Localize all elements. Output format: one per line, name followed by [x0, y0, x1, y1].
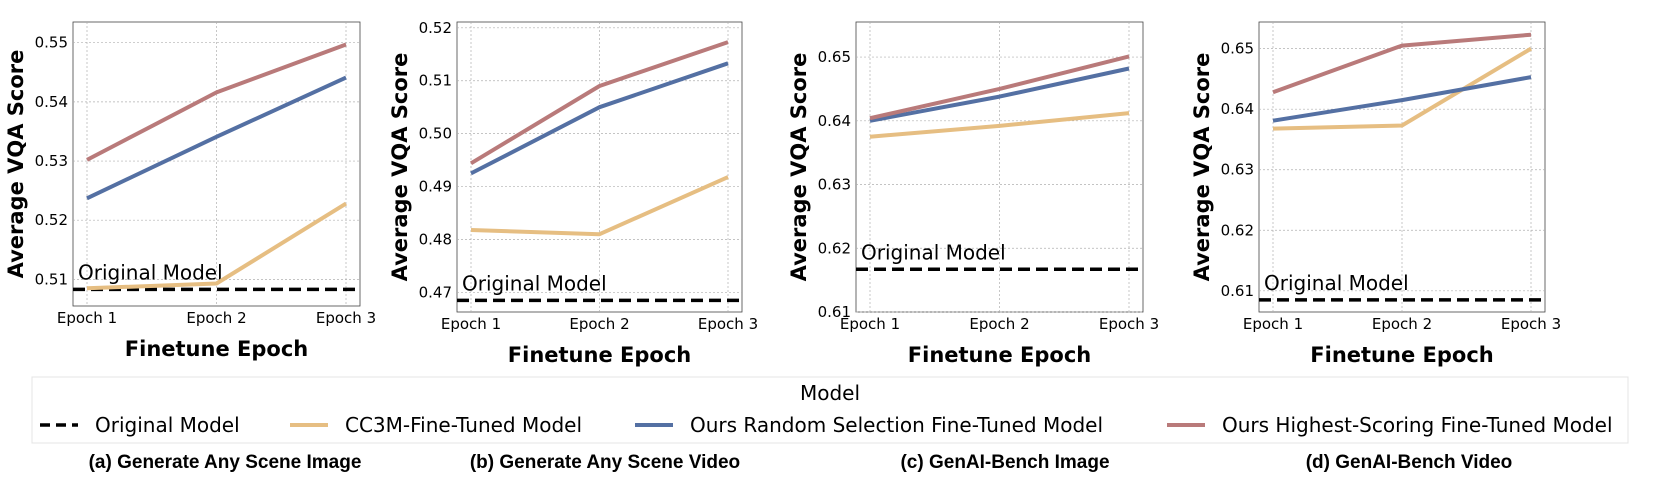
panel-caption: (b) Generate Any Scene Video: [470, 452, 740, 473]
y-tick-label: 0.61: [818, 303, 851, 321]
series-line-cc3m: [86, 201, 348, 291]
x-tick-label: Epoch 1: [840, 315, 900, 333]
y-tick-label: 0.62: [1221, 221, 1254, 239]
chart-panel-1: 0.51 0.52 0.53 0.54 0.55 Epoch 1 Epoch 2 Epoch …: [4, 21, 376, 361]
x-tick-label: Epoch 1: [57, 309, 117, 327]
series-line-random: [869, 66, 1130, 123]
y-tick-label: 0.48: [419, 231, 452, 249]
x-axis-label: Finetune Epoch: [508, 343, 691, 367]
y-tick-label: 0.52: [35, 211, 68, 229]
chart-panel-3: 0.61 0.62 0.63 0.64 0.65 Epoch 1 Epoch 2 Epoch …: [787, 21, 1159, 367]
x-tick-label: Epoch 2: [1372, 315, 1432, 333]
baseline-annotation: Original Model: [462, 271, 607, 295]
legend-title: Model: [800, 381, 860, 405]
baseline-annotation: Original Model: [861, 240, 1006, 264]
baseline-annotation: Original Model: [78, 260, 223, 284]
legend-label-cc3m: CC3M-Fine-Tuned Model: [345, 413, 582, 437]
x-tick-label: Epoch 1: [1243, 315, 1303, 333]
x-tick-label: Epoch 3: [1099, 315, 1159, 333]
x-tick-label: Epoch 2: [186, 309, 246, 327]
y-axis-label: Average VQA Score: [1190, 53, 1214, 282]
x-tick-label: Epoch 3: [698, 315, 758, 333]
series-line-cc3m: [1272, 46, 1533, 131]
y-tick-label: 0.65: [818, 48, 851, 66]
legend: Model Original Model CC3M-Fine-Tuned Mode…: [31, 376, 1629, 444]
chart-panel-2: 0.47 0.48 0.49 0.50 0.51 0.52 Epoch 1 Epoch 2 Ep…: [388, 19, 758, 367]
y-tick-label: 0.50: [419, 125, 452, 143]
series-line-highest: [86, 42, 347, 162]
series-line-cc3m: [470, 175, 729, 237]
y-tick-label: 0.54: [35, 93, 68, 111]
captions: (a) Generate Any Scene Image (b) Generate…: [89, 452, 1513, 473]
series-line-highest: [869, 54, 1130, 121]
y-tick-label: 0.47: [419, 283, 452, 301]
y-tick-label: 0.49: [419, 178, 452, 196]
legend-label-random: Ours Random Selection Fine-Tuned Model: [690, 413, 1103, 437]
x-tick-label: Epoch 2: [569, 315, 629, 333]
legend-label-highest: Ours Highest-Scoring Fine-Tuned Model: [1222, 413, 1613, 437]
series-line-random: [1272, 75, 1532, 123]
x-tick-label: Epoch 1: [441, 315, 501, 333]
series-line-cc3m: [869, 111, 1130, 139]
chart-panel-4: 0.61 0.62 0.63 0.64 0.65 Epoch 1 Epoch 2 Epoch …: [1190, 21, 1561, 367]
x-tick-label: Epoch 3: [316, 309, 376, 327]
legend-frame: [31, 376, 1629, 444]
panel-caption: (d) GenAI-Bench Video: [1306, 452, 1513, 473]
y-tick-label: 0.65: [1221, 40, 1254, 58]
x-tick-label: Epoch 3: [1501, 315, 1561, 333]
y-tick-label: 0.61: [1221, 282, 1254, 300]
y-tick-label: 0.52: [419, 19, 452, 37]
x-axis-label: Finetune Epoch: [1310, 343, 1493, 367]
x-tick-label: Epoch 2: [969, 315, 1029, 333]
y-axis-label: Average VQA Score: [787, 53, 811, 282]
panel-caption: (a) Generate Any Scene Image: [89, 452, 362, 473]
y-tick-label: 0.51: [35, 270, 68, 288]
y-axis-label: Average VQA Score: [388, 53, 412, 282]
y-axis-label: Average VQA Score: [4, 50, 28, 279]
y-tick-label: 0.63: [1221, 161, 1254, 179]
y-tick-label: 0.64: [1221, 100, 1254, 118]
y-tick-label: 0.64: [818, 112, 851, 130]
y-tick-label: 0.55: [35, 34, 68, 52]
panel-caption: (c) GenAI-Bench Image: [900, 452, 1109, 473]
y-tick-label: 0.53: [35, 152, 68, 170]
y-tick-label: 0.62: [818, 239, 851, 257]
series-line-random: [470, 61, 729, 176]
baseline-annotation: Original Model: [1264, 271, 1409, 295]
series-line-random: [86, 75, 347, 201]
y-tick-label: 0.63: [818, 176, 851, 194]
x-axis-label: Finetune Epoch: [125, 337, 308, 361]
x-axis-label: Finetune Epoch: [908, 343, 1091, 367]
legend-label-original: Original Model: [95, 413, 240, 437]
y-tick-label: 0.51: [419, 72, 452, 90]
series-line-highest: [1272, 32, 1532, 95]
charts-group: 0.51 0.52 0.53 0.54 0.55 Epoch 1 Epoch 2 Epoch …: [4, 19, 1561, 367]
legend-entries: Original Model CC3M-Fine-Tuned Model Ours …: [40, 413, 1613, 437]
series-line-highest: [469, 40, 729, 166]
